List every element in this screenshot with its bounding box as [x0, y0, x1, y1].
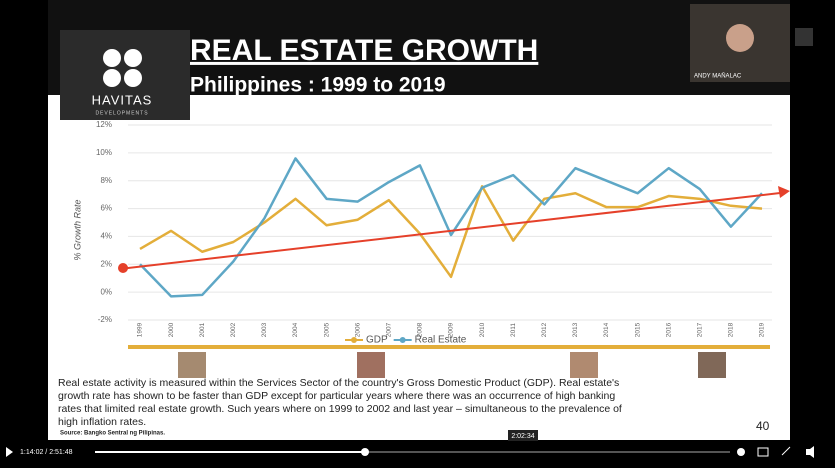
- trend-start: [118, 263, 128, 273]
- photo: [178, 352, 206, 378]
- x-tick-label: 2010: [479, 322, 486, 337]
- x-tick-label: 2000: [168, 322, 175, 337]
- play-button[interactable]: [6, 447, 13, 457]
- time-display: 1:14:02 / 2:51:48: [20, 449, 73, 456]
- y-tick-label: 4%: [100, 232, 112, 241]
- legend-marker: [399, 337, 406, 343]
- logo-subtext: DEVELOPMENTS: [95, 110, 148, 116]
- photo: [570, 352, 598, 378]
- trend-arrowhead: [778, 186, 790, 198]
- x-tick-label: 2012: [541, 322, 548, 337]
- logo-mark: [103, 49, 142, 87]
- webcam-name: ANDY MAÑALAC: [694, 73, 742, 80]
- y-axis-label: % Growth Rate: [72, 199, 82, 260]
- y-tick-label: 6%: [100, 204, 112, 213]
- legend-marker: [351, 337, 357, 343]
- page-number: 40: [756, 419, 770, 433]
- x-tick-label: 2017: [697, 322, 704, 337]
- body-line: growth rate has shown to be faster than …: [58, 390, 615, 402]
- x-tick-label: 2008: [417, 322, 424, 337]
- x-tick-label: 2006: [354, 322, 361, 337]
- logo-text: HAVITAS: [92, 92, 153, 107]
- legend-label: Real Estate: [415, 335, 467, 346]
- series-line: [139, 157, 763, 298]
- x-tick-label: 2018: [728, 322, 735, 337]
- x-tick-label: 1999: [137, 322, 144, 337]
- slide-subtitle: Philippines : 1999 to 2019: [190, 74, 446, 97]
- settings-button[interactable]: [737, 448, 745, 456]
- x-tick-label: 2002: [230, 322, 237, 337]
- photo: [357, 352, 385, 378]
- x-tick-label: 2016: [665, 322, 672, 337]
- body-line: rates that limited real estate growth. S…: [58, 403, 622, 415]
- y-tick-label: 12%: [96, 120, 112, 129]
- y-tick-label: 0%: [100, 287, 112, 296]
- y-tick-label: 10%: [96, 148, 112, 157]
- x-tick-label: 2004: [292, 322, 299, 337]
- source: Source: Bangko Sentral ng Pilipinas.: [60, 431, 165, 437]
- body-text: Real estate activity is measured within …: [58, 377, 622, 428]
- legend-label: GDP: [366, 335, 388, 346]
- body-line: Real estate activity is measured within …: [58, 377, 619, 389]
- x-tick-label: 2013: [572, 322, 579, 337]
- hover-time-box: [508, 430, 538, 441]
- y-tick-label: 8%: [100, 176, 112, 185]
- y-tick-label: 2%: [100, 259, 112, 268]
- photo: [698, 352, 726, 378]
- x-tick-label: 2011: [510, 323, 517, 337]
- series-line: [139, 185, 763, 279]
- chart: -2% 0% 2% 4% 6% 8% 10% 12% 1999 2000 2001 2002 2003 2…: [96, 120, 790, 346]
- x-tick-label: 2019: [759, 322, 766, 337]
- x-tick-label: 2001: [199, 322, 206, 337]
- x-tick-label: 2014: [603, 322, 610, 337]
- progress-handle[interactable]: [361, 448, 369, 456]
- x-tick-label: 2007: [386, 322, 393, 337]
- body-line: high inflation rates.: [58, 416, 146, 428]
- fullscreen-button[interactable]: [781, 446, 791, 456]
- x-tick-label: 2015: [634, 322, 641, 337]
- webcam-logo: [795, 28, 813, 46]
- trend-arrow: [123, 192, 781, 270]
- volume-button[interactable]: [806, 446, 814, 458]
- webcam-person: [726, 24, 754, 52]
- hover-time: 2:02:34: [511, 433, 534, 440]
- progress-played: [95, 451, 365, 453]
- x-tick-label: 2009: [448, 322, 455, 337]
- x-tick-label: 2005: [323, 322, 330, 337]
- pip-button[interactable]: [757, 447, 769, 457]
- y-tick-label: -2%: [98, 315, 112, 324]
- slide-title: REAL ESTATE GROWTH: [190, 34, 538, 67]
- progress-track[interactable]: [95, 451, 730, 453]
- x-tick-label: 2003: [261, 322, 268, 337]
